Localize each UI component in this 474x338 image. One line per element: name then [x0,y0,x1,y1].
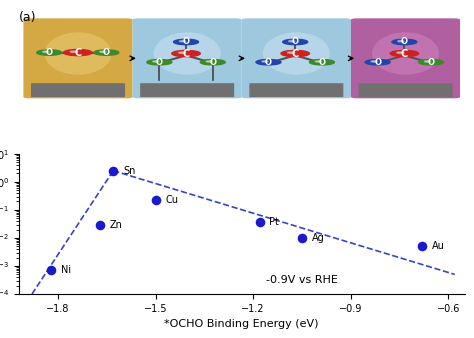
Point [298,235,306,241]
Text: Ni: Ni [61,265,72,275]
Circle shape [179,52,186,53]
FancyBboxPatch shape [249,83,343,97]
Text: O: O [156,58,163,67]
Text: (a): (a) [19,11,36,24]
Point [152,198,159,203]
FancyBboxPatch shape [358,83,453,97]
Text: -0.9V vs RHE: -0.9V vs RHE [266,275,338,285]
Ellipse shape [154,32,221,75]
Circle shape [180,41,186,42]
Circle shape [289,41,295,42]
Circle shape [172,50,201,56]
Text: O: O [210,58,216,67]
Circle shape [365,59,390,65]
Circle shape [281,50,310,56]
Point [48,268,55,273]
Circle shape [288,52,295,53]
Text: O: O [182,38,190,46]
Circle shape [397,52,404,53]
FancyBboxPatch shape [133,18,242,98]
Text: Au: Au [432,241,445,251]
Circle shape [37,50,62,55]
Circle shape [262,61,268,62]
FancyBboxPatch shape [140,83,234,97]
Circle shape [371,61,377,62]
FancyBboxPatch shape [351,18,460,98]
X-axis label: *OCHO Binding Energy (eV): *OCHO Binding Energy (eV) [164,319,319,329]
Circle shape [283,39,308,45]
Circle shape [390,50,419,56]
Circle shape [206,61,212,62]
Circle shape [315,61,321,62]
Text: C: C [74,48,82,57]
Text: C: C [401,49,408,58]
Text: O: O [265,58,272,67]
Text: C: C [292,49,299,58]
Circle shape [43,51,49,52]
Circle shape [310,59,335,65]
Text: Zn: Zn [110,220,123,231]
Circle shape [64,49,92,56]
Circle shape [153,61,159,62]
Circle shape [256,59,281,65]
Ellipse shape [45,32,111,75]
Point [109,168,117,173]
Circle shape [398,41,404,42]
Point [419,244,426,249]
Circle shape [425,61,431,62]
Circle shape [94,50,119,55]
Text: Ag: Ag [312,233,324,243]
Ellipse shape [263,32,330,75]
Point [97,223,104,228]
Text: O: O [401,38,408,46]
Circle shape [419,59,444,65]
Text: O: O [103,48,110,57]
Text: O: O [374,58,381,67]
Circle shape [173,39,199,45]
Text: Pt: Pt [269,217,279,227]
FancyBboxPatch shape [23,18,133,98]
Text: Cu: Cu [165,195,178,205]
Point [256,219,264,224]
Text: C: C [182,49,190,58]
Circle shape [392,39,417,45]
Ellipse shape [372,32,439,75]
FancyBboxPatch shape [31,83,125,97]
Text: O: O [46,48,53,57]
Circle shape [201,59,225,65]
Circle shape [70,51,77,52]
FancyBboxPatch shape [242,18,351,98]
Text: Sn: Sn [123,166,136,176]
Text: O: O [319,58,326,67]
Circle shape [147,59,172,65]
Text: O: O [292,38,299,46]
Circle shape [100,51,106,52]
Text: O: O [428,58,435,67]
